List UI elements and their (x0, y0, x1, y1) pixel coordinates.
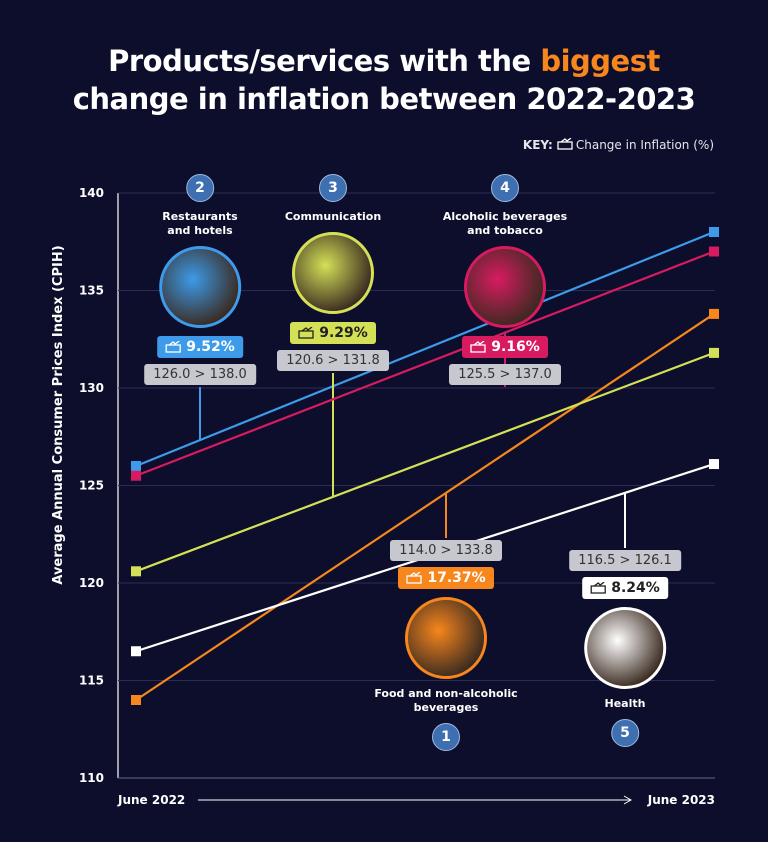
change-label: 17.37% (427, 570, 486, 586)
change-icon (406, 572, 422, 584)
series-name: Food and non-alcoholic beverages (374, 687, 518, 714)
series-line (135, 230, 715, 468)
change-icon (470, 341, 486, 353)
photo (584, 607, 666, 689)
y-tick-label: 135 (79, 284, 104, 298)
change-badge: 8.24% (582, 577, 668, 599)
point-marker (709, 459, 719, 470)
photo (405, 597, 487, 679)
chart-title: Products/services with the biggest change… (0, 42, 768, 118)
point-marker (131, 566, 141, 577)
range-label: 126.0 > 138.0 (144, 364, 256, 385)
point-marker (131, 461, 141, 471)
annotation: 4 Alcoholic beverages and tobacco 9.16% 125… (435, 170, 575, 387)
title-highlight: biggest (540, 44, 660, 78)
photo (464, 246, 546, 328)
x-arrow-head (623, 795, 633, 805)
point-marker (131, 646, 141, 657)
series-name: Alcoholic beverages and tobacco (442, 210, 568, 237)
point-marker (131, 695, 141, 705)
rank-badge: 2 (186, 174, 214, 202)
point-marker (709, 246, 719, 257)
y-tick-label: 130 (79, 381, 104, 395)
rank-badge: 5 (611, 719, 639, 747)
change-badge: 17.37% (398, 567, 494, 589)
range-label: 114.0 > 133.8 (390, 540, 502, 561)
key-text: Change in Inflation (%) (575, 138, 714, 152)
title-text: change in inflation between 2022-2023 (72, 82, 696, 116)
range-label: 125.5 > 137.0 (449, 364, 561, 385)
photo (159, 246, 241, 328)
point-marker (709, 347, 719, 358)
change-badge: 9.16% (462, 336, 548, 358)
change-label: 9.29% (319, 325, 368, 341)
series-name: Communication (284, 210, 382, 223)
title-text: Products/services with the (108, 44, 531, 78)
series-name: Restaurants and hotels (162, 210, 238, 237)
annotation: 3 Communication 9.29% 120.6 > 131.8 (273, 170, 393, 373)
annotation: 114.0 > 133.8 17.37% Food and non-alcoholi… (366, 538, 526, 755)
series-line (135, 351, 715, 573)
rank-badge: 3 (319, 174, 347, 202)
point-marker (709, 308, 719, 319)
series-name: Health (604, 697, 646, 710)
x-tick-label: June 2022 (117, 793, 185, 807)
key: KEY: Change in Inflation (%) (522, 137, 714, 152)
point-marker (709, 227, 719, 237)
change-badge: 9.29% (290, 322, 376, 344)
y-tick-label: 125 (79, 479, 104, 493)
y-tick-label: 140 (79, 186, 104, 200)
change-badge: 9.52% (157, 336, 243, 358)
series-line (135, 312, 715, 701)
change-label: 9.16% (491, 339, 540, 355)
annotation: 116.5 > 126.1 8.24% Health 5 (569, 548, 681, 751)
range-label: 116.5 > 126.1 (569, 550, 681, 571)
y-tick-label: 110 (79, 771, 104, 785)
rank-badge: 4 (491, 174, 519, 202)
annotation: 2 Restaurants and hotels 9.52% 126.0 > 138.… (144, 170, 256, 387)
rank-badge: 1 (432, 723, 460, 751)
x-tick-label: June 2023 (647, 793, 715, 807)
y-tick-label: 115 (79, 674, 104, 688)
change-icon (165, 341, 181, 353)
change-icon (298, 327, 314, 339)
change-label: 8.24% (611, 580, 660, 596)
key-icon (557, 137, 573, 150)
y-axis-label: Average Annual Consumer Prices Index (CP… (51, 245, 66, 584)
change-icon (590, 582, 606, 594)
key-label: KEY: (522, 138, 553, 152)
y-tick-label: 120 (79, 576, 104, 590)
range-label: 120.6 > 131.8 (277, 350, 389, 371)
change-label: 9.52% (186, 339, 235, 355)
point-marker (131, 470, 141, 481)
photo (292, 232, 374, 314)
series-line (135, 250, 715, 477)
